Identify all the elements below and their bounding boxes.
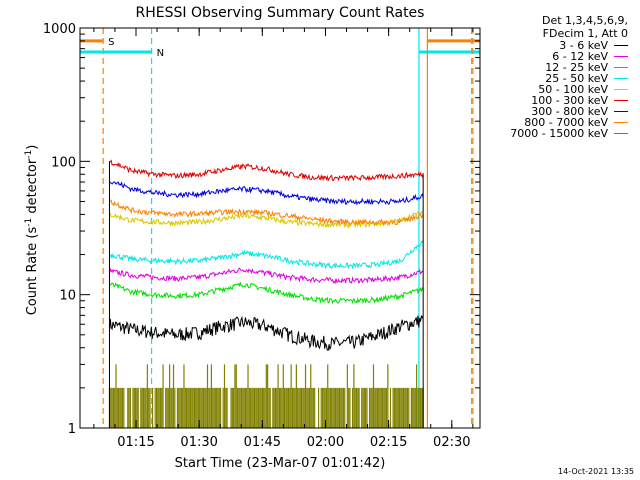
y-tick-label: 100 xyxy=(51,155,76,170)
legend-item: 7000 - 15000 keV xyxy=(486,128,636,139)
x-tick-label: 01:45 xyxy=(244,435,281,450)
series-line-2 xyxy=(109,281,424,305)
legend-header-2: FDecim 1, Att 0 xyxy=(542,27,628,40)
legend-swatch xyxy=(614,99,628,102)
y-label-part-1: Count Rate (s xyxy=(25,227,40,316)
series-line-5 xyxy=(109,159,424,182)
marker-label: N xyxy=(157,48,164,59)
legend-swatch xyxy=(614,132,628,135)
series-line-1 xyxy=(109,267,424,285)
legend-item: 50 - 100 keV xyxy=(486,84,636,95)
legend-item-label: 100 - 300 keV xyxy=(531,94,608,107)
legend-item: 300 - 800 keV xyxy=(486,106,636,117)
y-label-part-2: detector xyxy=(25,158,40,218)
series-layer xyxy=(108,159,424,428)
legend-item: 6 - 12 keV xyxy=(486,51,636,62)
legend-swatch xyxy=(614,121,628,124)
legend-header-1: Det 1,3,4,5,6,9, xyxy=(541,14,628,27)
y-axis-label: Count Rate (s-1 detector-1) xyxy=(24,145,40,316)
legend-swatch xyxy=(614,110,628,113)
legend-swatch xyxy=(614,77,628,80)
series-line-4 xyxy=(109,210,424,230)
x-tick-label: 02:30 xyxy=(433,435,470,450)
legend-swatch xyxy=(614,66,628,69)
x-axis-label: Start Time (23-Mar-07 01:01:42) xyxy=(175,456,386,471)
x-tick-label: 02:15 xyxy=(370,435,407,450)
legend-item-label: 50 - 100 keV xyxy=(538,83,608,96)
series-line-3 xyxy=(109,239,424,270)
y-tick-label: 10 xyxy=(59,289,76,304)
series-7000-15000-kev xyxy=(108,364,424,428)
series-line-0 xyxy=(109,314,424,351)
legend-swatch xyxy=(614,55,628,58)
legend-item: 3 - 6 keV xyxy=(486,40,636,51)
footer-date: 14-Oct-2021 13:35 xyxy=(558,467,634,476)
legend-item-label: 25 - 50 keV xyxy=(545,72,608,85)
legend-item: 800 - 7000 keV xyxy=(486,117,636,128)
annotation-layer: SN xyxy=(80,28,480,428)
legend-rows: 3 - 6 keV 6 - 12 keV 12 - 25 keV 25 - 50 ke… xyxy=(486,40,636,139)
legend-item: 25 - 50 keV xyxy=(486,73,636,84)
y-label-part-3: ) xyxy=(25,145,40,150)
legend-swatch xyxy=(614,88,628,91)
legend-swatch xyxy=(614,44,628,47)
axis-layer: 01:15 01:30 01:45 02:00 02:15 02:30 1 10 100 1000 xyxy=(43,22,481,450)
legend: Det 1,3,4,5,6,9, FDecim 1, Att 0 3 - 6 k… xyxy=(486,14,636,139)
y-tick-label: 1 xyxy=(68,422,76,437)
x-tick-label: 01:30 xyxy=(180,435,217,450)
marker-label: S xyxy=(108,37,114,48)
chart-title: RHESSI Observing Summary Count Rates xyxy=(136,5,425,21)
series-line-7 xyxy=(109,199,424,227)
legend-item-label: 7000 - 15000 keV xyxy=(510,127,608,140)
x-tick-label: 01:15 xyxy=(117,435,154,450)
x-tick-label: 02:00 xyxy=(307,435,344,450)
y-label-sup-2: -1 xyxy=(24,150,34,159)
legend-item: 100 - 300 keV xyxy=(486,95,636,106)
plot-frame xyxy=(79,27,481,429)
legend-item-label: 300 - 800 keV xyxy=(531,105,608,118)
y-label-sup-1: -1 xyxy=(24,218,34,227)
legend-item: 12 - 25 keV xyxy=(486,62,636,73)
legend-item-label: 3 - 6 keV xyxy=(559,39,608,52)
legend-item-label: 6 - 12 keV xyxy=(552,50,608,63)
legend-item-label: 12 - 25 keV xyxy=(545,61,608,74)
y-tick-label: 1000 xyxy=(43,22,76,37)
series-line-6 xyxy=(109,181,424,206)
legend-item-label: 800 - 7000 keV xyxy=(524,116,608,129)
